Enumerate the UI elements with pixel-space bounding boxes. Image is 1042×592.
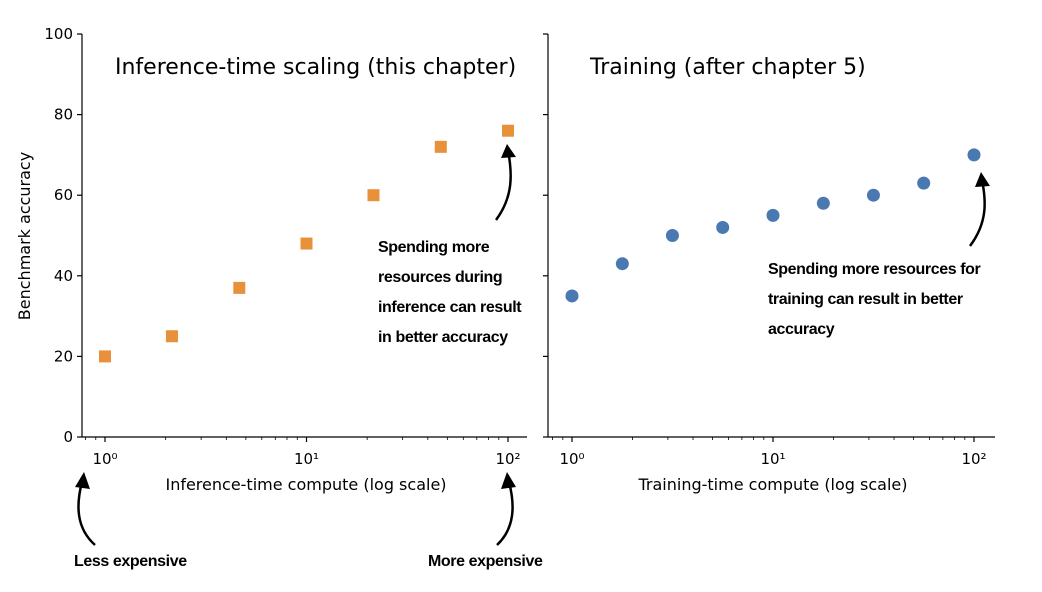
arrowhead [501, 144, 516, 158]
data-point [502, 124, 514, 137]
data-point [367, 189, 380, 202]
data-point [716, 220, 730, 234]
x-tick-label: 10⁰ [92, 450, 117, 468]
data-point [99, 350, 111, 363]
data-point [816, 196, 830, 210]
data-point [434, 140, 447, 153]
annotation-less-expensive: Less expensive [74, 553, 187, 570]
right-panel: Training (after chapter 5) Training-time… [543, 33, 995, 494]
annotation-line: accuracy [768, 321, 835, 338]
y-tick-label: 20 [54, 347, 73, 365]
right-title: Training (after chapter 5) [589, 55, 866, 80]
y-tick-label: 60 [54, 186, 73, 204]
x-tick-label: 10¹ [294, 450, 319, 468]
y-axis-label: Benchmark accuracy [15, 152, 34, 320]
y-tick-label: 40 [54, 267, 73, 285]
data-point [615, 257, 629, 271]
x-tick-label: 10² [961, 450, 986, 468]
data-point [967, 148, 981, 162]
data-point [565, 289, 579, 303]
arrow-to-top-point [968, 179, 986, 247]
arrowhead [75, 472, 90, 489]
annotation-inference: Spending more resources during inference… [378, 239, 525, 346]
data-point [300, 237, 313, 250]
annotation-training: Spending more resources for training can… [768, 261, 984, 338]
arrow-to-top-point [494, 149, 512, 221]
arrowhead [975, 172, 990, 187]
x-tick-label: 10² [495, 450, 520, 468]
annotation-line: inference can result [378, 299, 522, 316]
annotation-line: training can result in better [768, 291, 963, 308]
arrow-less-expensive [77, 481, 96, 546]
annotation-line: Spending more resources for [768, 261, 981, 278]
annotation-line: Spending more [378, 239, 490, 256]
data-point [917, 176, 931, 190]
y-tick-label: 0 [63, 428, 73, 446]
data-point [233, 281, 246, 294]
y-tick-label: 100 [44, 25, 73, 43]
x-tick-label: 10¹ [760, 450, 785, 468]
y-tick-label: 80 [54, 106, 73, 124]
left-title: Inference-time scaling (this chapter) [115, 55, 516, 80]
left-panel: Inference-time scaling (this chapter) In… [15, 25, 543, 570]
data-point [165, 330, 178, 343]
arrow-more-expensive [496, 481, 514, 546]
data-point [766, 208, 780, 222]
annotation-more-expensive: More expensive [428, 553, 543, 570]
annotation-line: resources during [378, 269, 502, 286]
x-tick-label: 10⁰ [559, 450, 584, 468]
data-point [866, 188, 880, 202]
arrowhead [501, 472, 516, 489]
annotation-line: in better accuracy [378, 329, 508, 346]
left-x-axis-label: Inference-time compute (log scale) [165, 475, 446, 494]
right-x-axis-label: Training-time compute (log scale) [638, 475, 908, 494]
data-point [665, 229, 679, 242]
